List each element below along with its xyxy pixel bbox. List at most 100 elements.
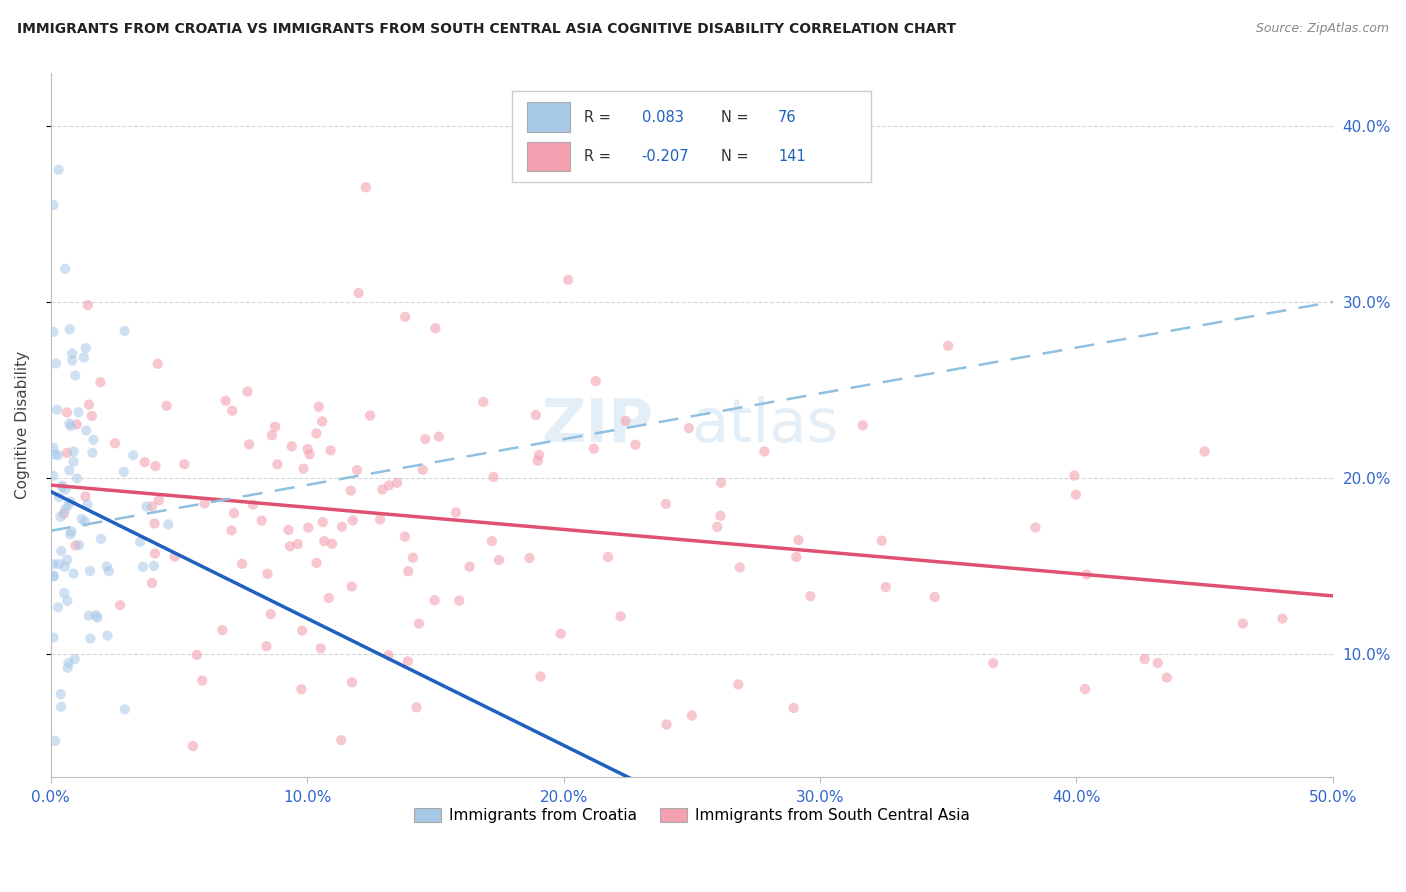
- Point: [405, 700, 427, 714]
- Point: [1074, 682, 1097, 697]
- Point: [655, 497, 678, 511]
- Point: [524, 408, 547, 422]
- Point: [371, 483, 394, 497]
- Point: [318, 591, 340, 605]
- Point: [1232, 616, 1254, 631]
- Point: [60, 346, 83, 360]
- Point: [157, 517, 180, 532]
- Point: [242, 498, 264, 512]
- Point: [1194, 444, 1216, 458]
- Point: [146, 357, 169, 371]
- Point: [425, 321, 447, 335]
- Point: [291, 624, 314, 638]
- Point: [73, 515, 96, 529]
- Point: [550, 626, 572, 640]
- Point: [44, 448, 66, 462]
- Point: [706, 520, 728, 534]
- Point: [51, 478, 73, 492]
- Point: [89, 375, 111, 389]
- Point: [924, 590, 946, 604]
- Point: [394, 530, 416, 544]
- Text: atlas: atlas: [692, 395, 839, 455]
- Point: [83, 433, 105, 447]
- Point: [280, 439, 302, 453]
- Point: [56, 553, 79, 567]
- Point: [65, 538, 87, 552]
- Point: [58, 463, 80, 477]
- Point: [292, 461, 315, 475]
- Point: [80, 409, 103, 423]
- Point: [585, 374, 607, 388]
- Point: [799, 589, 821, 603]
- Point: [340, 580, 363, 594]
- Point: [305, 426, 328, 441]
- Point: [48, 490, 70, 504]
- Point: [526, 453, 548, 467]
- Point: [53, 559, 76, 574]
- Point: [754, 444, 776, 458]
- Legend: Immigrants from Croatia, Immigrants from South Central Asia: Immigrants from Croatia, Immigrants from…: [408, 802, 976, 830]
- Point: [79, 564, 101, 578]
- Point: [114, 702, 136, 716]
- Point: [51, 544, 73, 558]
- Point: [66, 417, 89, 432]
- Point: [142, 558, 165, 573]
- Point: [319, 443, 342, 458]
- Point: [82, 446, 104, 460]
- Point: [488, 553, 510, 567]
- Point: [59, 527, 82, 541]
- Point: [681, 708, 703, 723]
- Point: [77, 608, 100, 623]
- Point: [624, 438, 647, 452]
- Point: [63, 652, 86, 666]
- Point: [1133, 652, 1156, 666]
- Point: [44, 734, 66, 748]
- Point: [256, 566, 278, 581]
- Point: [1024, 520, 1046, 534]
- Point: [76, 498, 98, 512]
- Point: [66, 471, 89, 485]
- Point: [49, 699, 72, 714]
- Point: [46, 402, 69, 417]
- Point: [378, 478, 401, 492]
- Point: [413, 432, 436, 446]
- Point: [402, 550, 425, 565]
- Point: [96, 628, 118, 642]
- Point: [340, 675, 363, 690]
- Point: [186, 648, 208, 662]
- Point: [143, 516, 166, 531]
- Point: [112, 465, 135, 479]
- Point: [527, 448, 550, 462]
- Point: [90, 532, 112, 546]
- Point: [77, 398, 100, 412]
- Point: [191, 673, 214, 688]
- Point: [42, 569, 65, 583]
- Point: [264, 419, 287, 434]
- Point: [396, 654, 419, 668]
- Point: [53, 586, 76, 600]
- Point: [96, 559, 118, 574]
- Point: [211, 623, 233, 637]
- Text: IMMIGRANTS FROM CROATIA VS IMMIGRANTS FROM SOUTH CENTRAL ASIA COGNITIVE DISABILI: IMMIGRANTS FROM CROATIA VS IMMIGRANTS FR…: [17, 22, 956, 37]
- Point: [266, 458, 288, 472]
- Point: [56, 405, 79, 419]
- Point: [614, 414, 637, 428]
- Point: [143, 547, 166, 561]
- Point: [254, 640, 277, 654]
- Point: [458, 559, 481, 574]
- Point: [129, 534, 152, 549]
- Point: [482, 470, 505, 484]
- Point: [62, 455, 84, 469]
- Point: [56, 661, 79, 675]
- Point: [46, 448, 69, 462]
- Point: [582, 442, 605, 456]
- Point: [354, 180, 377, 194]
- Point: [678, 421, 700, 435]
- Text: Source: ZipAtlas.com: Source: ZipAtlas.com: [1256, 22, 1389, 36]
- Point: [728, 560, 751, 574]
- Point: [42, 198, 65, 212]
- Point: [122, 448, 145, 462]
- Point: [53, 261, 76, 276]
- Point: [309, 641, 332, 656]
- Point: [73, 351, 96, 365]
